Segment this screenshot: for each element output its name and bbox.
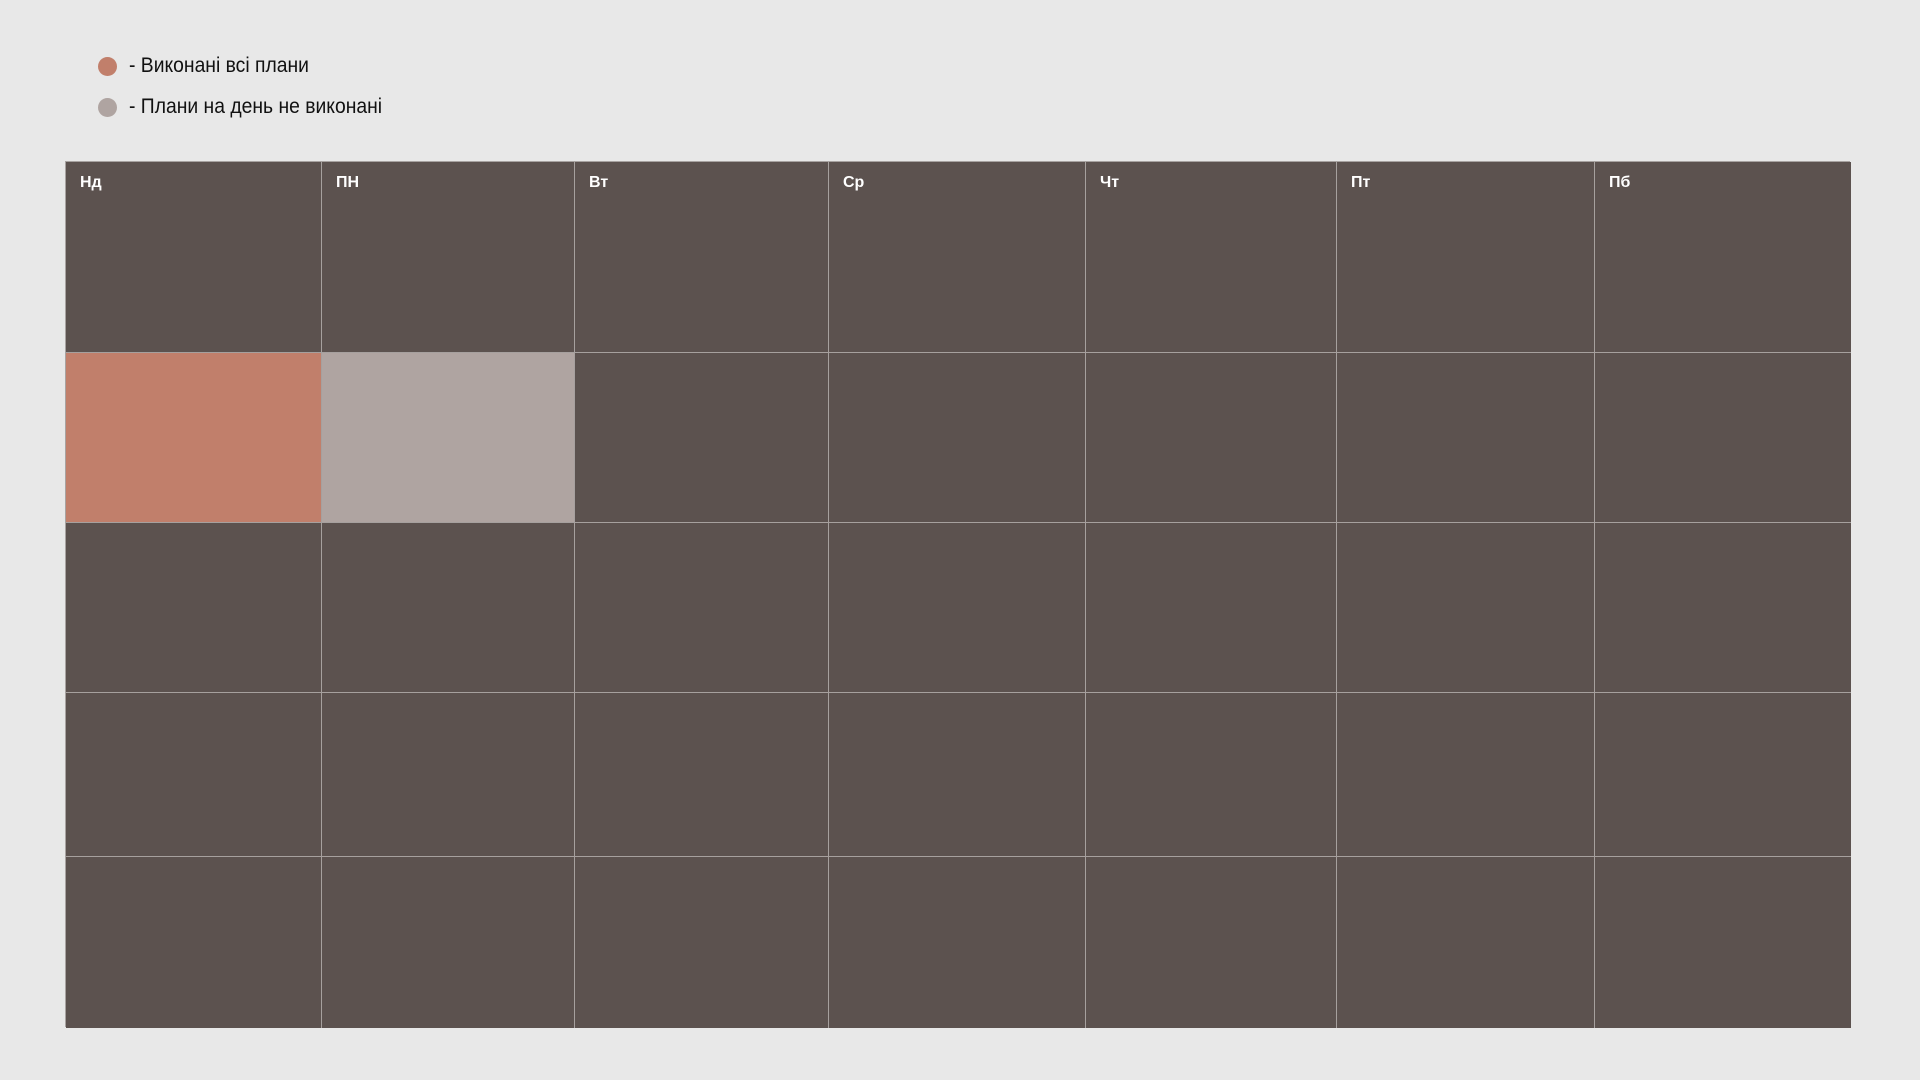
day-cell[interactable] <box>1086 353 1337 523</box>
day-cell[interactable] <box>322 693 575 857</box>
day-cell[interactable] <box>575 353 829 523</box>
day-label: Пб <box>1609 174 1631 191</box>
legend-label-completed: - Виконані всі плани <box>129 54 309 77</box>
day-cell[interactable] <box>575 523 829 693</box>
day-cell[interactable] <box>1595 353 1851 523</box>
day-cell[interactable] <box>575 857 829 1028</box>
header-cell: Пт <box>1337 162 1595 353</box>
header-cell: Чт <box>1086 162 1337 353</box>
day-label: Пт <box>1351 174 1371 191</box>
day-label: Ср <box>843 174 865 191</box>
not-completed-dot-icon <box>98 97 117 117</box>
completed-dot-icon <box>98 56 117 76</box>
day-cell[interactable] <box>829 693 1086 857</box>
day-cell[interactable] <box>1337 523 1595 693</box>
header-cell: Нд <box>66 162 322 353</box>
day-cell[interactable] <box>1337 353 1595 523</box>
day-cell[interactable] <box>1086 523 1337 693</box>
header-cell: ПН <box>322 162 575 353</box>
header-cell: Вт <box>575 162 829 353</box>
day-label: Чт <box>1100 174 1120 191</box>
day-cell[interactable] <box>829 353 1086 523</box>
day-cell[interactable] <box>829 857 1086 1028</box>
day-cell[interactable] <box>322 857 575 1028</box>
day-cell[interactable] <box>66 523 322 693</box>
header-cell: Пб <box>1595 162 1851 353</box>
day-label: ПН <box>336 174 360 191</box>
day-cell-not-completed[interactable] <box>322 353 575 523</box>
day-cell[interactable] <box>1086 693 1337 857</box>
day-cell[interactable] <box>1337 857 1595 1028</box>
day-label: Вт <box>589 174 609 191</box>
day-cell[interactable] <box>1595 857 1851 1028</box>
day-cell[interactable] <box>1595 693 1851 857</box>
day-label: Нд <box>80 174 102 191</box>
legend-item-completed: - Виконані всі плани <box>98 52 404 80</box>
legend-label-not-completed: - Плани на день не виконані <box>129 95 383 118</box>
legend-item-not-completed: - Плани на день не виконані <box>98 93 404 121</box>
day-cell[interactable] <box>1337 693 1595 857</box>
legend: - Виконані всі плани - Плани на день не … <box>98 52 404 134</box>
day-cell[interactable] <box>829 523 1086 693</box>
header-cell: Ср <box>829 162 1086 353</box>
day-cell[interactable] <box>66 693 322 857</box>
day-cell[interactable] <box>322 523 575 693</box>
day-cell[interactable] <box>575 693 829 857</box>
day-cell-completed[interactable] <box>66 353 322 523</box>
day-cell[interactable] <box>1595 523 1851 693</box>
day-cell[interactable] <box>66 857 322 1028</box>
calendar-grid: Нд ПН Вт Ср Чт Пт Пб <box>65 161 1851 1028</box>
day-cell[interactable] <box>1086 857 1337 1028</box>
